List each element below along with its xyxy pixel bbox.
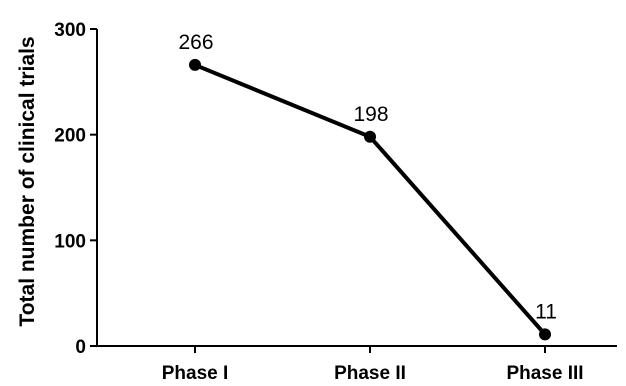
data-point [189,58,201,71]
y-tick-label: 0 [75,337,86,358]
x-tick-label: Phase II [334,363,406,384]
data-labels: 266 198 11 [178,31,556,323]
x-axis-ticks: Phase I Phase II Phase III [162,346,584,384]
y-tick-label: 100 [54,231,86,252]
y-tick-label: 300 [54,20,86,41]
data-point [539,328,551,341]
chart-axes [96,29,617,347]
data-label: 11 [535,300,557,323]
data-point [364,130,376,143]
x-tick-label: Phase I [162,363,229,384]
series-group [189,58,551,341]
y-tick-label: 200 [54,126,86,147]
data-label: 198 [353,103,388,126]
y-axis-ticks: 0 100 200 300 [54,20,97,358]
x-tick-label: Phase III [506,363,583,384]
data-label: 266 [178,31,213,54]
y-axis-label: Total number of clinical trials [16,36,39,326]
